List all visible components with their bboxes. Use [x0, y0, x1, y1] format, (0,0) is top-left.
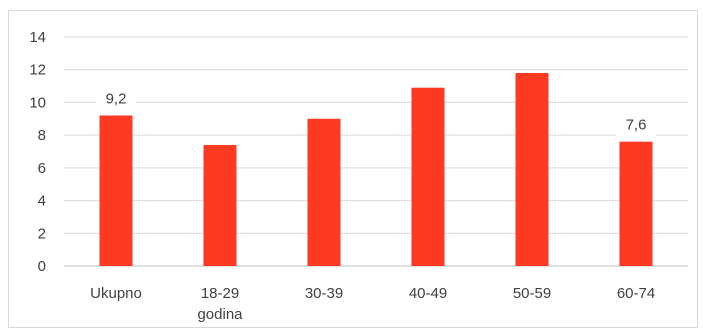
y-tick-label: 6 [38, 160, 46, 177]
y-tick-label: 0 [38, 258, 46, 275]
y-tick-label: 10 [29, 94, 46, 111]
data-label-background [96, 85, 136, 112]
bar [307, 118, 341, 267]
x-tick-label: 30-39 [305, 285, 343, 302]
data-label: 9,2 [106, 91, 127, 108]
y-tick-label: 14 [29, 29, 46, 46]
data-label-background [616, 111, 656, 138]
bar [515, 72, 549, 266]
bar [99, 115, 133, 266]
data-label: 7,6 [626, 117, 647, 134]
x-tick-label: 40-49 [409, 285, 447, 302]
y-tick-label: 2 [38, 225, 46, 242]
y-tick-label: 4 [38, 193, 46, 210]
x-tick-label: 18-29 [201, 285, 239, 302]
bar [619, 141, 653, 266]
x-tick-label: 50-59 [513, 285, 551, 302]
y-tick-label: 8 [38, 127, 46, 144]
y-tick-label: 12 [29, 62, 46, 79]
x-tick-label: godina [197, 306, 243, 323]
x-tick-label: 60-74 [617, 285, 655, 302]
x-tick-label: Ukupno [90, 285, 142, 302]
bar [203, 144, 237, 266]
bar [411, 87, 445, 266]
